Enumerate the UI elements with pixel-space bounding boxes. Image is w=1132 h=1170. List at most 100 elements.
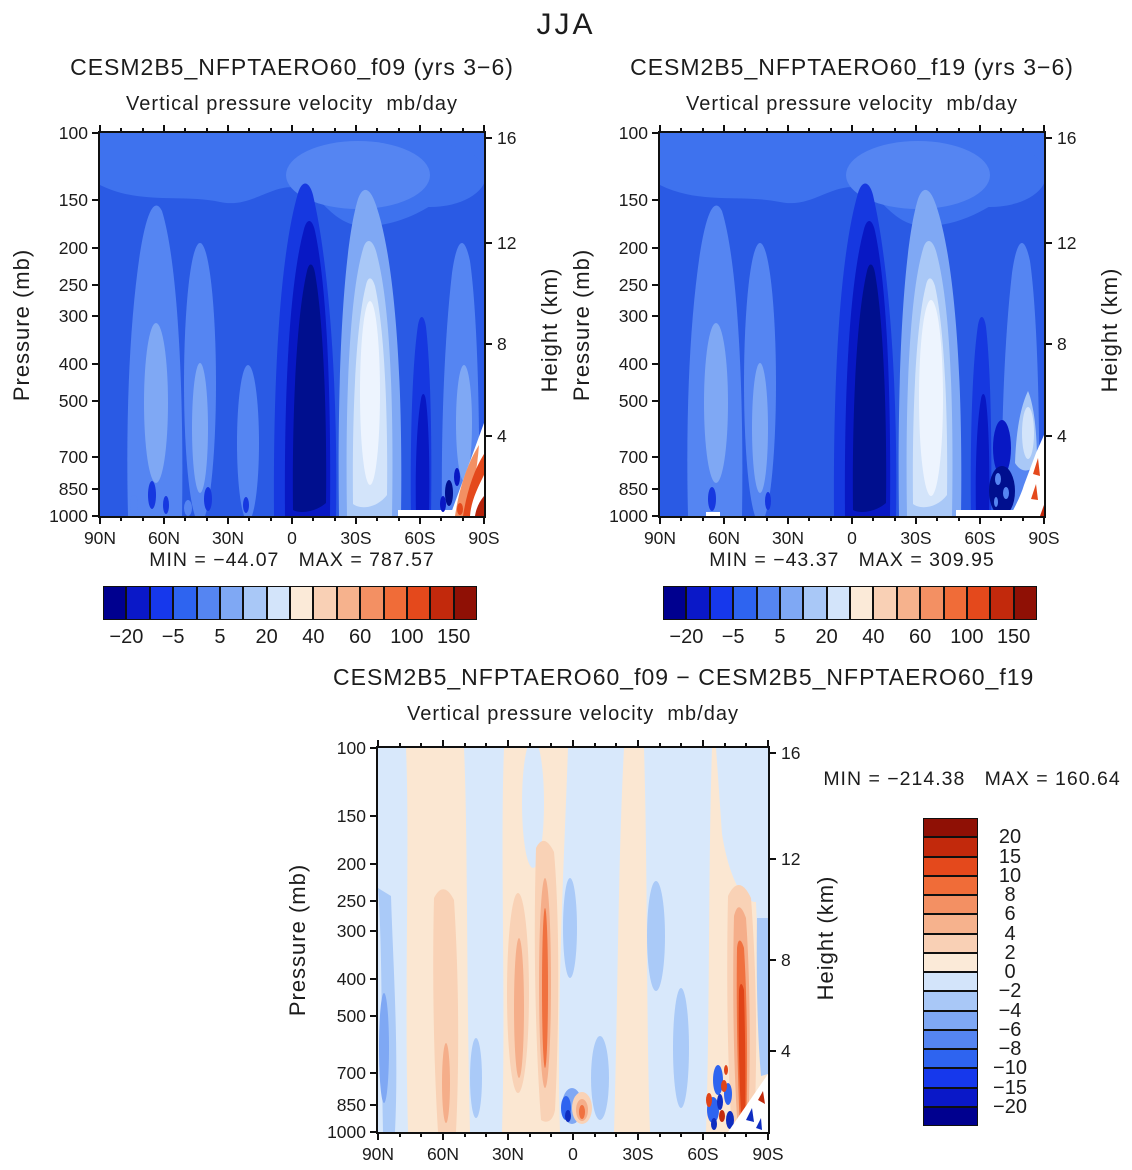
pressure-tick-label: 700 xyxy=(618,446,648,467)
lat-tick-mark xyxy=(269,516,272,521)
pressure-tick-label: 300 xyxy=(336,921,366,942)
lat-tick-mark xyxy=(872,128,875,133)
lat-tick-mark xyxy=(398,743,401,748)
lat-tick-mark xyxy=(507,1132,509,1140)
colorbar-tick-label: 150 xyxy=(436,626,471,648)
pressure-tick-label: 250 xyxy=(58,275,88,296)
lat-tick-label: 30S xyxy=(622,1144,654,1164)
colorbar-tick-label: 20 xyxy=(255,626,278,648)
colorbar-cell xyxy=(873,586,897,620)
lat-tick-mark xyxy=(377,1132,379,1140)
lat-tick-mark xyxy=(442,1132,444,1140)
lat-tick-mark xyxy=(1043,516,1045,524)
panel-b-subtitle: Vertical pressure velocity mb/day xyxy=(686,93,1018,115)
colorbar-cell xyxy=(709,586,734,620)
lat-tick-mark xyxy=(397,128,400,133)
lat-tick-mark xyxy=(483,125,485,133)
pressure-tick-mark xyxy=(370,1071,378,1074)
lat-tick-mark xyxy=(291,125,293,133)
contour-field-difference xyxy=(378,748,768,1132)
colorbar-tick-label: 4 xyxy=(1004,922,1016,945)
height-tick-label: 16 xyxy=(1057,127,1077,148)
pressure-tick-mark xyxy=(92,515,100,517)
lat-tick-mark xyxy=(442,740,444,748)
lat-tick-label: 90S xyxy=(468,528,500,548)
colorbar-cell xyxy=(149,586,174,620)
panel-a-height-axis-label: Height (km) xyxy=(537,267,562,393)
colorbar-cell xyxy=(966,586,991,620)
height-tick-mark xyxy=(768,751,776,754)
colorbar-tick-label: 6 xyxy=(1004,903,1016,926)
colorbar-cell xyxy=(290,586,314,620)
lat-tick-mark xyxy=(723,1132,726,1137)
lat-tick-label: 30S xyxy=(340,528,372,548)
lat-tick-mark xyxy=(1021,128,1024,133)
lat-tick-mark xyxy=(957,516,960,521)
colorbar-cell xyxy=(923,895,978,915)
lat-tick-mark xyxy=(593,1132,596,1137)
colorbar-tick-label: 150 xyxy=(996,626,1031,648)
lat-tick-mark xyxy=(893,128,896,133)
lat-tick-mark xyxy=(702,740,704,748)
lat-tick-mark xyxy=(269,128,272,133)
lat-tick-mark xyxy=(463,743,466,748)
lat-tick-label: 30S xyxy=(900,528,932,548)
pressure-tick-label: 100 xyxy=(618,123,648,143)
lat-tick-mark xyxy=(163,516,165,524)
panel-b-colorbar xyxy=(663,586,1037,620)
pressure-tick-mark xyxy=(92,487,100,490)
lat-tick-mark xyxy=(483,516,485,524)
colorbar-cell xyxy=(733,586,757,620)
lat-tick-mark xyxy=(659,516,661,524)
pressure-tick-mark xyxy=(370,978,378,981)
colorbar-tick-label: 60 xyxy=(349,626,372,648)
pressure-tick-mark xyxy=(652,487,660,490)
lat-tick-mark xyxy=(550,743,553,748)
pressure-tick-label: 850 xyxy=(618,478,648,499)
colorbar-tick-label: −5 xyxy=(161,626,185,648)
topography-mask xyxy=(728,1074,768,1132)
pressure-tick-mark xyxy=(370,862,378,865)
colorbar-cell xyxy=(923,952,978,972)
lat-tick-mark xyxy=(637,1132,639,1140)
lat-tick-mark xyxy=(184,516,187,521)
colorbar-cell xyxy=(920,586,944,620)
lat-tick-mark xyxy=(745,743,748,748)
lat-tick-mark xyxy=(376,128,379,133)
pressure-tick-mark xyxy=(370,1103,378,1106)
lat-tick-mark xyxy=(227,125,229,133)
pressure-tick-mark xyxy=(652,314,660,317)
colorbar-cell xyxy=(923,1049,978,1069)
lat-tick-label: 30N xyxy=(771,528,805,548)
colorbar-cell xyxy=(313,586,337,620)
colorbar-cell xyxy=(923,1010,978,1030)
panel-c-plot xyxy=(376,746,770,1134)
pressure-tick-label: 100 xyxy=(58,123,88,143)
lat-tick-mark xyxy=(461,516,464,521)
lat-tick-label: 60N xyxy=(147,528,181,548)
pressure-tick-label: 150 xyxy=(58,190,88,211)
panel-a-colorbar xyxy=(103,586,477,620)
height-tick-mark xyxy=(1044,434,1052,437)
lat-tick-mark xyxy=(808,516,811,521)
pressure-tick-mark xyxy=(92,314,100,317)
colorbar-cell xyxy=(173,586,197,620)
colorbar-cell xyxy=(406,586,431,620)
lat-tick-mark xyxy=(440,516,443,521)
lat-tick-mark xyxy=(507,740,509,748)
colorbar-cell xyxy=(219,586,244,620)
panel-b-title: CESM2B5_NFPTAERO60_f19 (yrs 3−6) xyxy=(630,54,1074,80)
lat-tick-mark xyxy=(979,516,981,524)
pressure-tick-label: 400 xyxy=(58,353,88,374)
lat-tick-mark xyxy=(248,516,251,521)
colorbar-tick-label: 10 xyxy=(998,864,1022,887)
lat-tick-mark xyxy=(680,516,683,521)
pressure-tick-label: 500 xyxy=(336,1006,366,1027)
height-tick-mark xyxy=(484,136,492,139)
pressure-tick-mark xyxy=(652,132,660,134)
height-tick-label: 8 xyxy=(1057,334,1067,355)
colorbar-tick-label: 100 xyxy=(950,626,984,648)
lat-tick-mark xyxy=(528,1132,531,1137)
lat-tick-mark xyxy=(528,743,531,748)
colorbar-cell xyxy=(923,972,978,992)
